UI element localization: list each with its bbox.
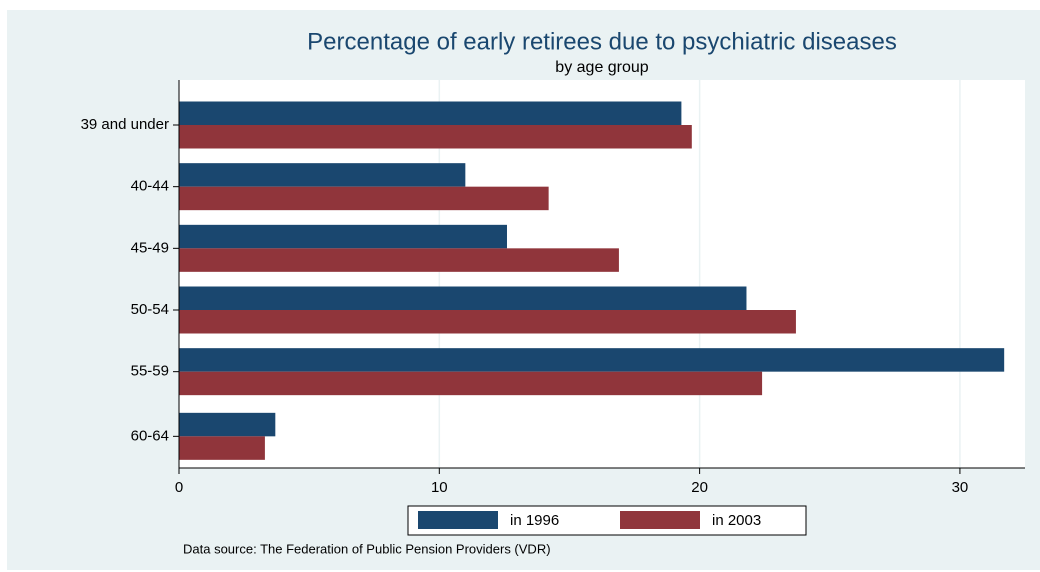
- x-tick-label: 10: [431, 479, 448, 496]
- y-tick-label: 55-59: [131, 363, 169, 380]
- chart-title: Percentage of early retirees due to psyc…: [307, 28, 897, 55]
- x-tick-label: 30: [952, 479, 969, 496]
- bar: [179, 412, 276, 437]
- bar: [179, 371, 763, 396]
- bar: [179, 101, 682, 125]
- bar: [179, 125, 692, 149]
- bar: [179, 286, 747, 310]
- bar: [179, 348, 1005, 372]
- y-tick-label: 45-49: [131, 239, 169, 256]
- legend-label: in 1996: [510, 512, 559, 529]
- y-tick-label: 40-44: [131, 178, 169, 195]
- legend-label: in 2003: [712, 512, 761, 529]
- source-note: Data source: The Federation of Public Pe…: [183, 541, 551, 556]
- chart-subtitle: by age group: [555, 59, 649, 76]
- bar: [179, 163, 466, 187]
- bar: [179, 310, 796, 334]
- bar: [179, 224, 507, 249]
- x-tick-label: 0: [175, 479, 183, 496]
- x-tick-label: 20: [691, 479, 708, 496]
- legend-swatch: [418, 511, 498, 529]
- legend-swatch: [620, 511, 700, 529]
- y-tick-label: 39 and under: [81, 116, 169, 133]
- bar: [179, 248, 619, 272]
- bar: [179, 186, 549, 211]
- y-tick-label: 50-54: [131, 301, 169, 318]
- bar: [179, 436, 265, 460]
- y-tick-label: 60-64: [131, 427, 169, 444]
